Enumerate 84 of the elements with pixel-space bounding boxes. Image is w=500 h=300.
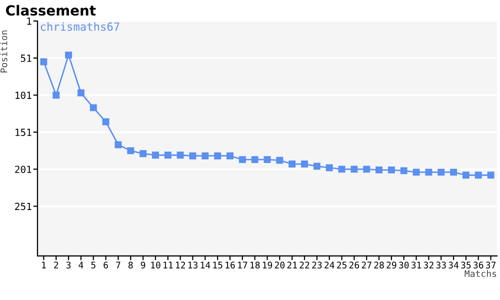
point xyxy=(127,147,134,154)
x-tick-label: 11 xyxy=(164,262,173,268)
x-tick-label: 33 xyxy=(436,262,446,268)
x-tick-label: 1 xyxy=(42,262,46,268)
point xyxy=(164,152,172,159)
point xyxy=(65,52,72,59)
x-tick-label: 9 xyxy=(140,262,146,268)
point xyxy=(376,166,382,174)
point xyxy=(52,92,60,99)
x-tick-label: 37 xyxy=(486,262,496,268)
x-tick-label: 16 xyxy=(226,262,235,268)
x-tick-label: 6 xyxy=(104,262,108,268)
x-tick-label: 23 xyxy=(312,262,322,268)
x-tick-label: 14 xyxy=(200,262,210,268)
x-tick-label: 15 xyxy=(213,262,222,268)
x-tick-label: 30 xyxy=(399,262,409,268)
x-tick-label: 7 xyxy=(116,262,120,268)
point xyxy=(301,160,308,168)
point xyxy=(326,164,333,172)
point xyxy=(425,168,432,176)
x-tick-label: 20 xyxy=(274,262,285,268)
point xyxy=(114,141,122,148)
y-tick-label: 1 xyxy=(27,18,32,25)
point xyxy=(264,156,271,164)
point xyxy=(462,172,470,179)
point xyxy=(102,118,110,126)
point xyxy=(412,168,420,176)
point xyxy=(400,167,408,174)
point xyxy=(176,152,184,159)
x-tick-label: 25 xyxy=(337,262,346,268)
x-tick-label: 12 xyxy=(176,262,185,268)
y-tick-label: 251 xyxy=(15,202,32,210)
x-tick-label: 18 xyxy=(250,262,260,268)
point xyxy=(288,160,296,168)
x-tick-label: 4 xyxy=(78,262,84,268)
x-tick-label: 35 xyxy=(461,262,471,268)
x-tick-label: 36 xyxy=(474,262,484,268)
point xyxy=(338,166,346,173)
x-tick-label: 5 xyxy=(91,262,96,268)
x-tick-label: 22 xyxy=(300,262,310,268)
x-tick-label: 28 xyxy=(374,262,384,268)
point xyxy=(40,58,48,66)
y-tick-label: 101 xyxy=(16,92,32,99)
x-tick-label: 10 xyxy=(151,262,160,268)
x-tick-label: 2 xyxy=(54,262,58,268)
point xyxy=(450,168,458,176)
point xyxy=(276,156,284,164)
x-tick-label: 3 xyxy=(66,262,71,268)
point xyxy=(152,152,159,159)
x-tick-label: 17 xyxy=(238,262,248,268)
point xyxy=(350,166,358,173)
point xyxy=(140,150,147,158)
x-tick-label: 26 xyxy=(349,262,360,268)
point xyxy=(189,152,196,160)
y-tick-label: 201 xyxy=(15,166,32,174)
point xyxy=(238,156,246,164)
point xyxy=(202,152,209,160)
x-axis-title: Matchs xyxy=(464,270,496,278)
chart-title: Classement xyxy=(6,4,96,16)
point xyxy=(251,156,258,164)
x-tick-label: 34 xyxy=(448,262,459,268)
y-axis-title: Position xyxy=(0,30,8,72)
point xyxy=(90,104,97,112)
x-tick-label: 29 xyxy=(386,262,396,268)
point xyxy=(363,166,370,173)
x-tick-label: 24 xyxy=(324,262,334,268)
point xyxy=(388,166,395,174)
x-tick-label: 13 xyxy=(188,262,198,268)
point xyxy=(214,152,222,160)
point xyxy=(313,162,320,170)
y-tick-label: 51 xyxy=(20,54,32,62)
point xyxy=(474,172,482,179)
x-tick-label: 27 xyxy=(362,262,372,268)
point xyxy=(226,152,234,160)
text: chrismaths67 xyxy=(40,22,120,31)
point xyxy=(438,168,445,176)
x-tick-label: 8 xyxy=(128,262,133,268)
point xyxy=(77,89,84,96)
x-tick-label: 19 xyxy=(262,262,272,268)
x-tick-label: 31 xyxy=(411,262,422,268)
x-tick-label: 21 xyxy=(287,262,297,268)
point xyxy=(487,172,494,179)
x-tick-label: 32 xyxy=(424,262,434,268)
y-tick-label: 151 xyxy=(16,128,32,136)
